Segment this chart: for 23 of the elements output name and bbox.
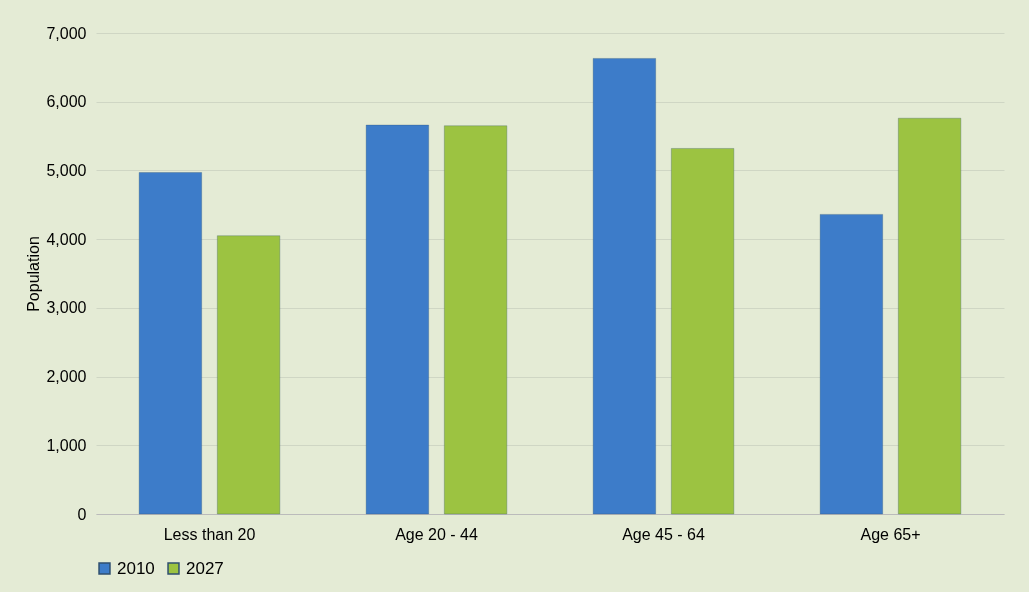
y-tick-label: 1,000 — [46, 436, 87, 454]
bar — [365, 124, 429, 515]
y-axis-title: Population — [25, 236, 43, 312]
bar — [138, 172, 202, 515]
y-tick-label: 0 — [77, 505, 87, 523]
y-tick-label: 4,000 — [46, 230, 87, 248]
x-tick-label: Less than 20 — [163, 525, 256, 543]
bar — [898, 117, 962, 515]
x-tick-label: Age 65+ — [860, 525, 921, 543]
y-tick-label: 6,000 — [46, 93, 87, 111]
legend-label: 2027 — [186, 558, 224, 578]
y-tick-label: 2,000 — [46, 368, 87, 386]
y-tick-label: 5,000 — [46, 161, 87, 179]
x-tick-label: Age 20 - 44 — [395, 525, 478, 543]
legend-label: 2010 — [117, 558, 155, 578]
bar — [819, 214, 883, 515]
bar — [444, 125, 508, 515]
y-tick-label: 3,000 — [46, 299, 87, 317]
bar — [592, 58, 656, 515]
bar — [217, 235, 281, 515]
x-tick-label: Age 45 - 64 — [622, 525, 705, 543]
y-tick-label: 7,000 — [46, 24, 87, 42]
bar — [671, 148, 735, 515]
